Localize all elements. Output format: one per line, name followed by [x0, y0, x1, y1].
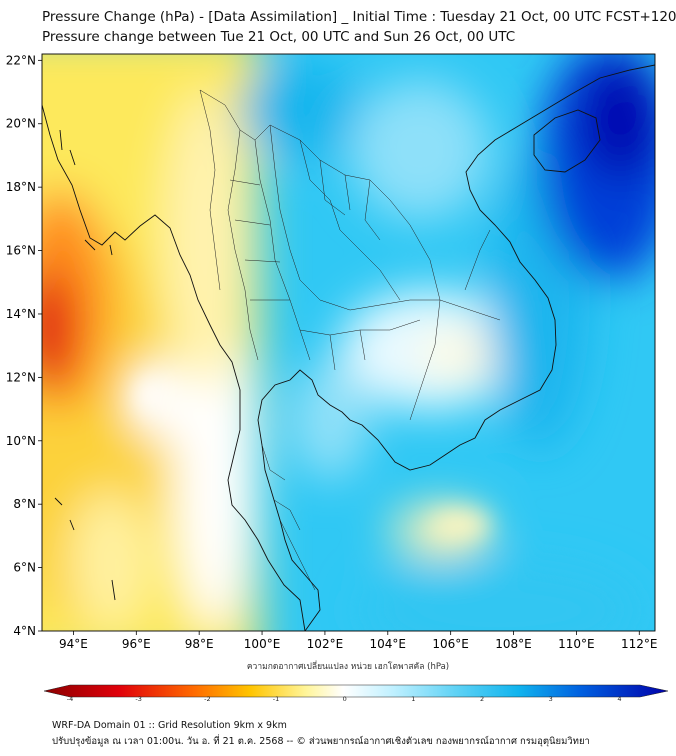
footer-line-2: ปรับปรุงข้อมูล ณ เวลา 01:00น. วัน อ. ที่… [52, 736, 590, 747]
lon-label: 102°E [307, 637, 344, 651]
lon-label: 112°E [621, 637, 658, 651]
title-line-2: Pressure change between Tue 21 Oct, 00 U… [42, 29, 516, 45]
lat-label: 16°N [6, 244, 36, 258]
lon-label: 108°E [495, 637, 532, 651]
lat-label: 10°N [6, 434, 36, 448]
lon-label: 98°E [185, 637, 214, 651]
colorbar [43, 684, 669, 698]
coastlines [42, 64, 655, 631]
lat-label: 18°N [6, 180, 36, 194]
lon-label: 106°E [432, 637, 469, 651]
colorbar-ticks: -4 -3 -2 -1 0 1 2 3 4 [67, 695, 622, 703]
lat-label: 6°N [13, 561, 36, 575]
colorbar-tick-label: -1 [273, 695, 279, 703]
longitude-axis: 94°E 96°E 98°E 100°E 102°E 104°E 106°E 108°E 110… [59, 631, 658, 651]
colorbar-tick-label: 0 [343, 695, 347, 703]
lat-label: 14°N [6, 307, 36, 321]
lon-label: 100°E [244, 637, 281, 651]
title-line-1: Pressure Change (hPa) - [Data Assimilati… [42, 9, 676, 25]
lon-label: 94°E [59, 637, 88, 651]
lat-label: 8°N [13, 497, 36, 511]
pressure-field [42, 54, 655, 631]
footer-line-1: WRF-DA Domain 01 :: Grid Resolution 9km … [52, 720, 287, 731]
colorbar-tick-label: 1 [411, 695, 415, 703]
colorbar-tick-label: -3 [135, 695, 141, 703]
lat-label: 20°N [6, 117, 36, 131]
colorbar-label: ความกดอากาศเปลี่ยนแปลง หน่วย เฮกโตพาสคัล… [247, 660, 449, 672]
colorbar-tick-label: 4 [617, 695, 621, 703]
colorbar-tick-label: -4 [67, 695, 73, 703]
colorbar-tick-label: 3 [549, 695, 553, 703]
admin-borders [199, 89, 501, 591]
colorbar-tick-label: 2 [480, 695, 484, 703]
lon-label: 96°E [122, 637, 151, 651]
latitude-axis: 22°N 20°N 18°N 16°N 14°N 12°N 10°N 8°N 6°N 4°N [6, 53, 42, 638]
lat-label: 4°N [13, 624, 36, 638]
colorbar-tick-label: -2 [204, 695, 210, 703]
lat-label: 22°N [6, 53, 36, 67]
plot-frame [41, 53, 656, 632]
lat-label: 12°N [6, 370, 36, 384]
lon-label: 110°E [558, 637, 595, 651]
lon-label: 104°E [370, 637, 407, 651]
